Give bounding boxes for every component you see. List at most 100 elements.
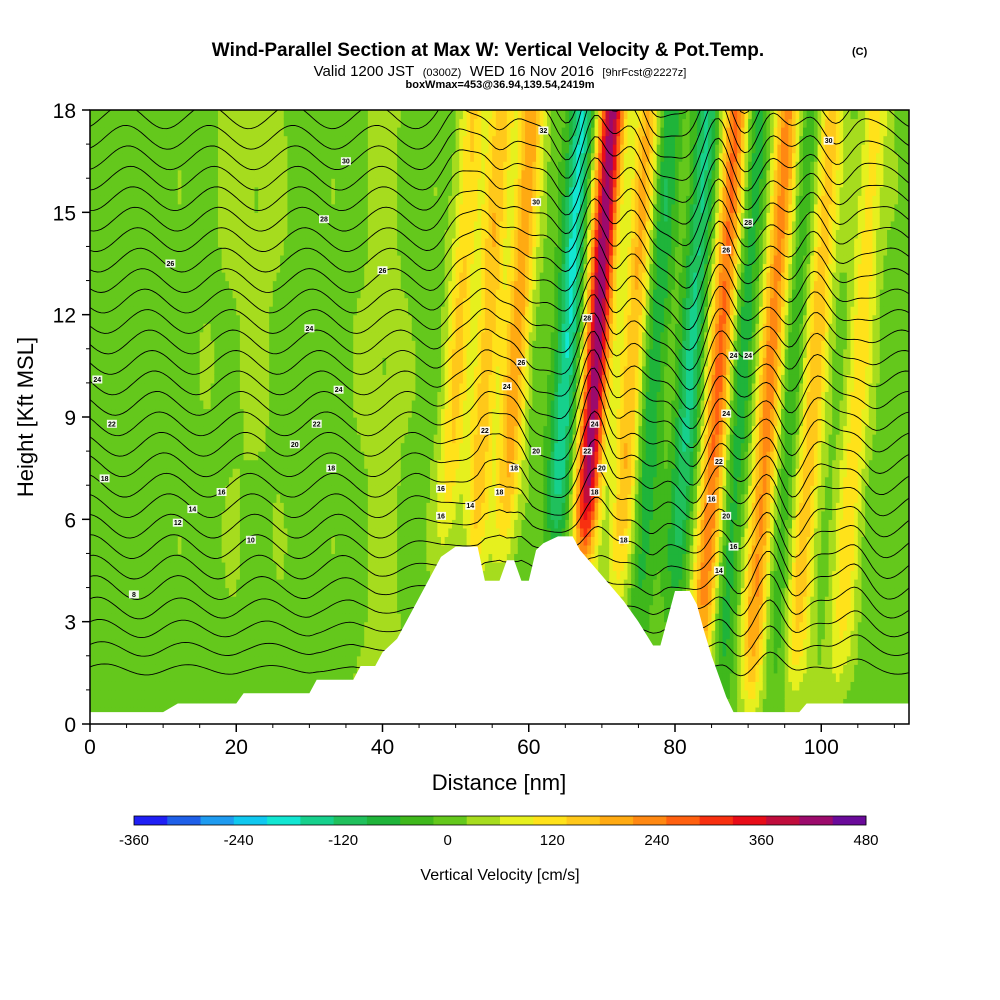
velocity-cell	[203, 425, 208, 435]
velocity-cell	[305, 118, 310, 128]
velocity-cell	[181, 561, 186, 572]
velocity-cell	[254, 229, 259, 239]
velocity-cell	[144, 621, 150, 631]
velocity-cell	[243, 493, 248, 503]
velocity-cell	[100, 220, 106, 230]
velocity-cell	[177, 689, 183, 700]
velocity-cell	[199, 186, 204, 196]
velocity-cell	[228, 519, 234, 529]
velocity-cell	[170, 468, 175, 478]
velocity-cell	[221, 425, 226, 435]
velocity-cell	[159, 408, 164, 418]
velocity-cell	[320, 493, 325, 503]
velocity-cell	[334, 672, 340, 682]
velocity-cell	[90, 237, 95, 248]
velocity-cell	[93, 297, 98, 307]
velocity-cell	[207, 280, 212, 290]
velocity-cell	[152, 289, 157, 299]
velocity-cell	[90, 442, 95, 452]
velocity-cell	[331, 519, 336, 529]
velocity-cell	[155, 468, 161, 478]
velocity-cell	[291, 331, 296, 341]
velocity-cell	[104, 135, 109, 145]
velocity-cell	[320, 118, 325, 128]
velocity-cell	[130, 655, 135, 665]
velocity-cell	[294, 596, 300, 606]
velocity-cell	[239, 237, 245, 248]
velocity-cell	[159, 272, 164, 282]
velocity-cell	[155, 579, 161, 589]
velocity-cell	[90, 331, 95, 341]
velocity-cell	[320, 237, 325, 248]
velocity-cell	[272, 254, 278, 265]
velocity-cell	[258, 357, 263, 367]
velocity-cell	[250, 655, 256, 665]
velocity-cell	[181, 579, 186, 589]
velocity-cell	[188, 647, 193, 657]
velocity-cell	[294, 630, 300, 640]
velocity-cell	[141, 655, 146, 665]
velocity-cell	[327, 399, 332, 410]
velocity-cell	[111, 621, 117, 631]
velocity-cell	[133, 451, 139, 461]
velocity-cell	[313, 127, 318, 137]
velocity-cell	[214, 186, 219, 196]
velocity-cell	[170, 459, 175, 469]
velocity-cell	[338, 596, 343, 606]
velocity-cell	[298, 434, 303, 444]
velocity-cell	[283, 374, 289, 384]
velocity-cell	[232, 152, 237, 162]
velocity-cell	[280, 203, 285, 213]
velocity-cell	[192, 536, 197, 546]
velocity-cell	[199, 340, 204, 350]
velocity-cell	[122, 647, 128, 657]
velocity-cell	[166, 297, 172, 307]
velocity-cell	[250, 348, 256, 358]
velocity-cell	[192, 553, 197, 563]
velocity-cell	[210, 689, 215, 700]
velocity-cell	[122, 434, 128, 444]
velocity-cell	[188, 468, 193, 478]
velocity-cell	[192, 425, 197, 435]
velocity-cell	[324, 374, 329, 384]
velocity-cell	[214, 263, 219, 273]
velocity-cell	[141, 706, 146, 717]
velocity-cell	[192, 587, 197, 597]
velocity-cell	[144, 451, 150, 461]
velocity-cell	[302, 408, 307, 418]
velocity-cell	[166, 178, 172, 188]
velocity-cell	[108, 186, 113, 196]
velocity-cell	[177, 212, 183, 222]
velocity-cell	[130, 638, 135, 648]
velocity-cell	[93, 434, 98, 444]
velocity-cell	[294, 417, 300, 427]
velocity-cell	[192, 638, 197, 648]
velocity-cell	[247, 186, 252, 196]
velocity-cell	[119, 289, 124, 299]
velocity-cell	[305, 604, 310, 614]
velocity-cell	[104, 365, 109, 375]
velocity-cell	[119, 647, 124, 657]
velocity-cell	[250, 280, 256, 290]
velocity-cell	[309, 340, 314, 350]
velocity-cell	[144, 399, 150, 410]
velocity-cell	[320, 570, 325, 580]
velocity-cell	[203, 502, 208, 512]
velocity-cell	[232, 621, 237, 631]
velocity-cell	[126, 527, 131, 537]
velocity-cell	[93, 161, 98, 171]
velocity-cell	[276, 331, 281, 341]
velocity-cell	[214, 314, 219, 324]
velocity-cell	[93, 237, 98, 248]
velocity-cell	[243, 519, 248, 529]
velocity-cell	[239, 254, 245, 265]
velocity-cell	[261, 297, 267, 307]
velocity-cell	[196, 263, 201, 273]
velocity-cell	[185, 178, 190, 188]
velocity-cell	[254, 527, 259, 537]
velocity-cell	[207, 144, 212, 154]
velocity-cell	[331, 527, 336, 537]
velocity-cell	[287, 621, 292, 631]
velocity-cell	[228, 664, 234, 674]
velocity-cell	[228, 510, 234, 520]
